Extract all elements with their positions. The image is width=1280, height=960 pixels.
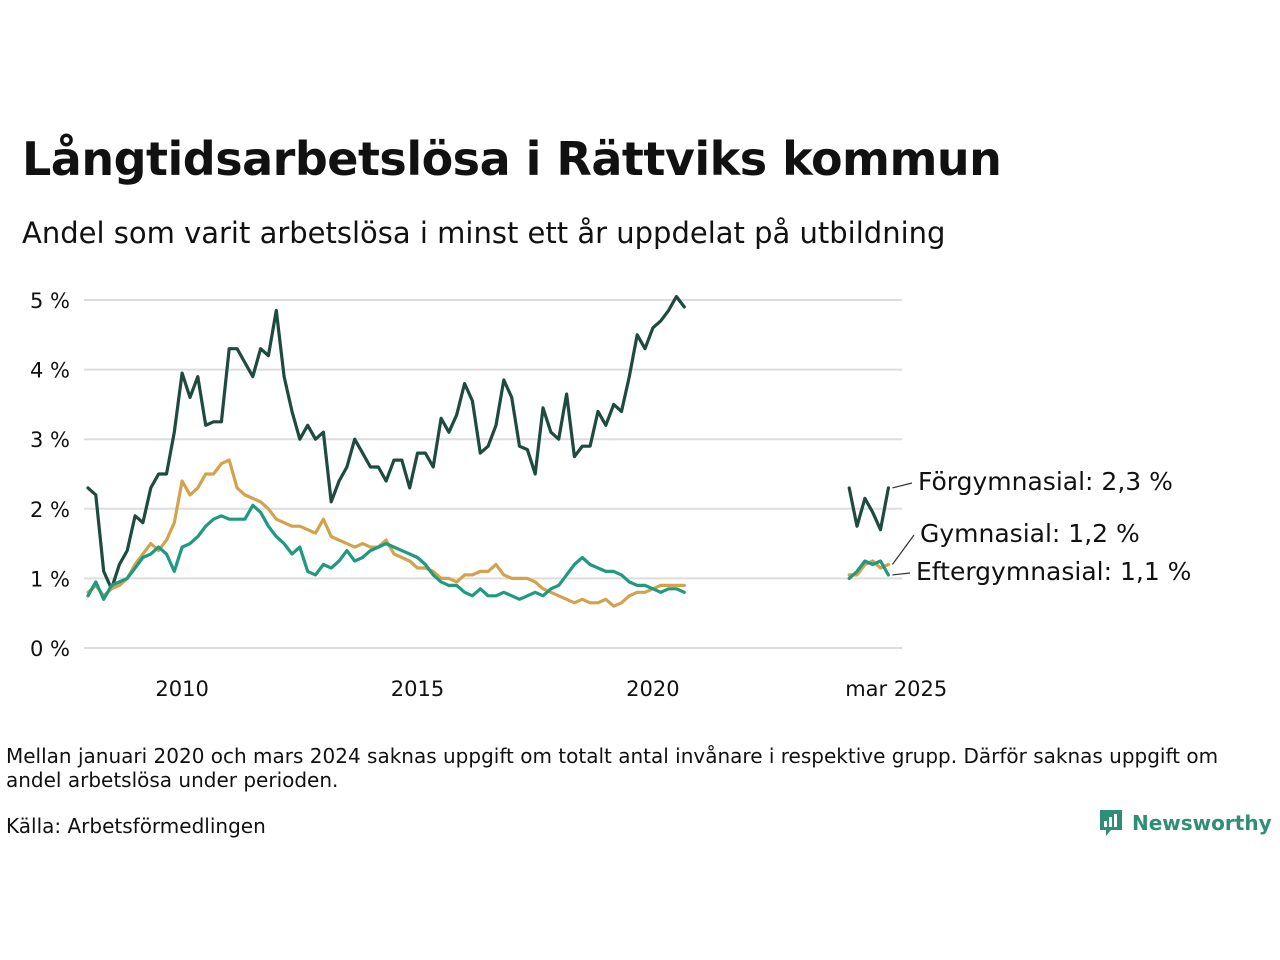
y-tick-label: 3 % xyxy=(30,428,70,452)
brand-name: Newsworthy xyxy=(1132,811,1272,835)
y-tick-label: 4 % xyxy=(30,359,70,383)
y-tick-label: 2 % xyxy=(30,498,70,522)
x-tick-label: 2020 xyxy=(626,677,679,701)
series-end-label-gymnasial: Gymnasial: 1,2 % xyxy=(920,519,1140,548)
series-line-forgymnasial xyxy=(847,486,891,532)
series-line-eftergymnasial xyxy=(847,559,891,580)
series-line-eftergymnasial xyxy=(86,503,686,601)
chart-subtitle: Andel som varit arbetslösa i minst ett å… xyxy=(22,216,946,250)
brand-logo: Newsworthy xyxy=(1098,808,1272,838)
x-tick-label: 2015 xyxy=(391,677,444,701)
label-leader xyxy=(891,534,915,565)
y-tick-label: 0 % xyxy=(30,637,70,661)
label-leader xyxy=(892,572,911,576)
chart-title: Långtidsarbetslösa i Rättviks kommun xyxy=(22,132,1002,186)
series-end-label-forgymnasial: Förgymnasial: 2,3 % xyxy=(918,467,1173,496)
series-end-label-eftergymnasial: Eftergymnasial: 1,1 % xyxy=(916,557,1191,586)
x-tick-label: mar 2025 xyxy=(845,677,947,701)
source-text: Källa: Arbetsförmedlingen xyxy=(6,814,266,838)
x-tick-label: 2010 xyxy=(155,677,208,701)
footnote: Mellan januari 2020 och mars 2024 saknas… xyxy=(6,744,1219,792)
series-line-gymnasial xyxy=(86,458,686,608)
newsworthy-logo-icon xyxy=(1100,810,1122,836)
line-chart: 0 %1 %2 %3 %4 %5 % 2010 2015 2020 mar 2025 … xyxy=(30,289,1191,701)
series-line-forgymnasial xyxy=(86,294,686,591)
y-tick-label: 5 % xyxy=(30,289,70,313)
label-leader xyxy=(892,482,913,489)
y-tick-label: 1 % xyxy=(30,567,70,591)
